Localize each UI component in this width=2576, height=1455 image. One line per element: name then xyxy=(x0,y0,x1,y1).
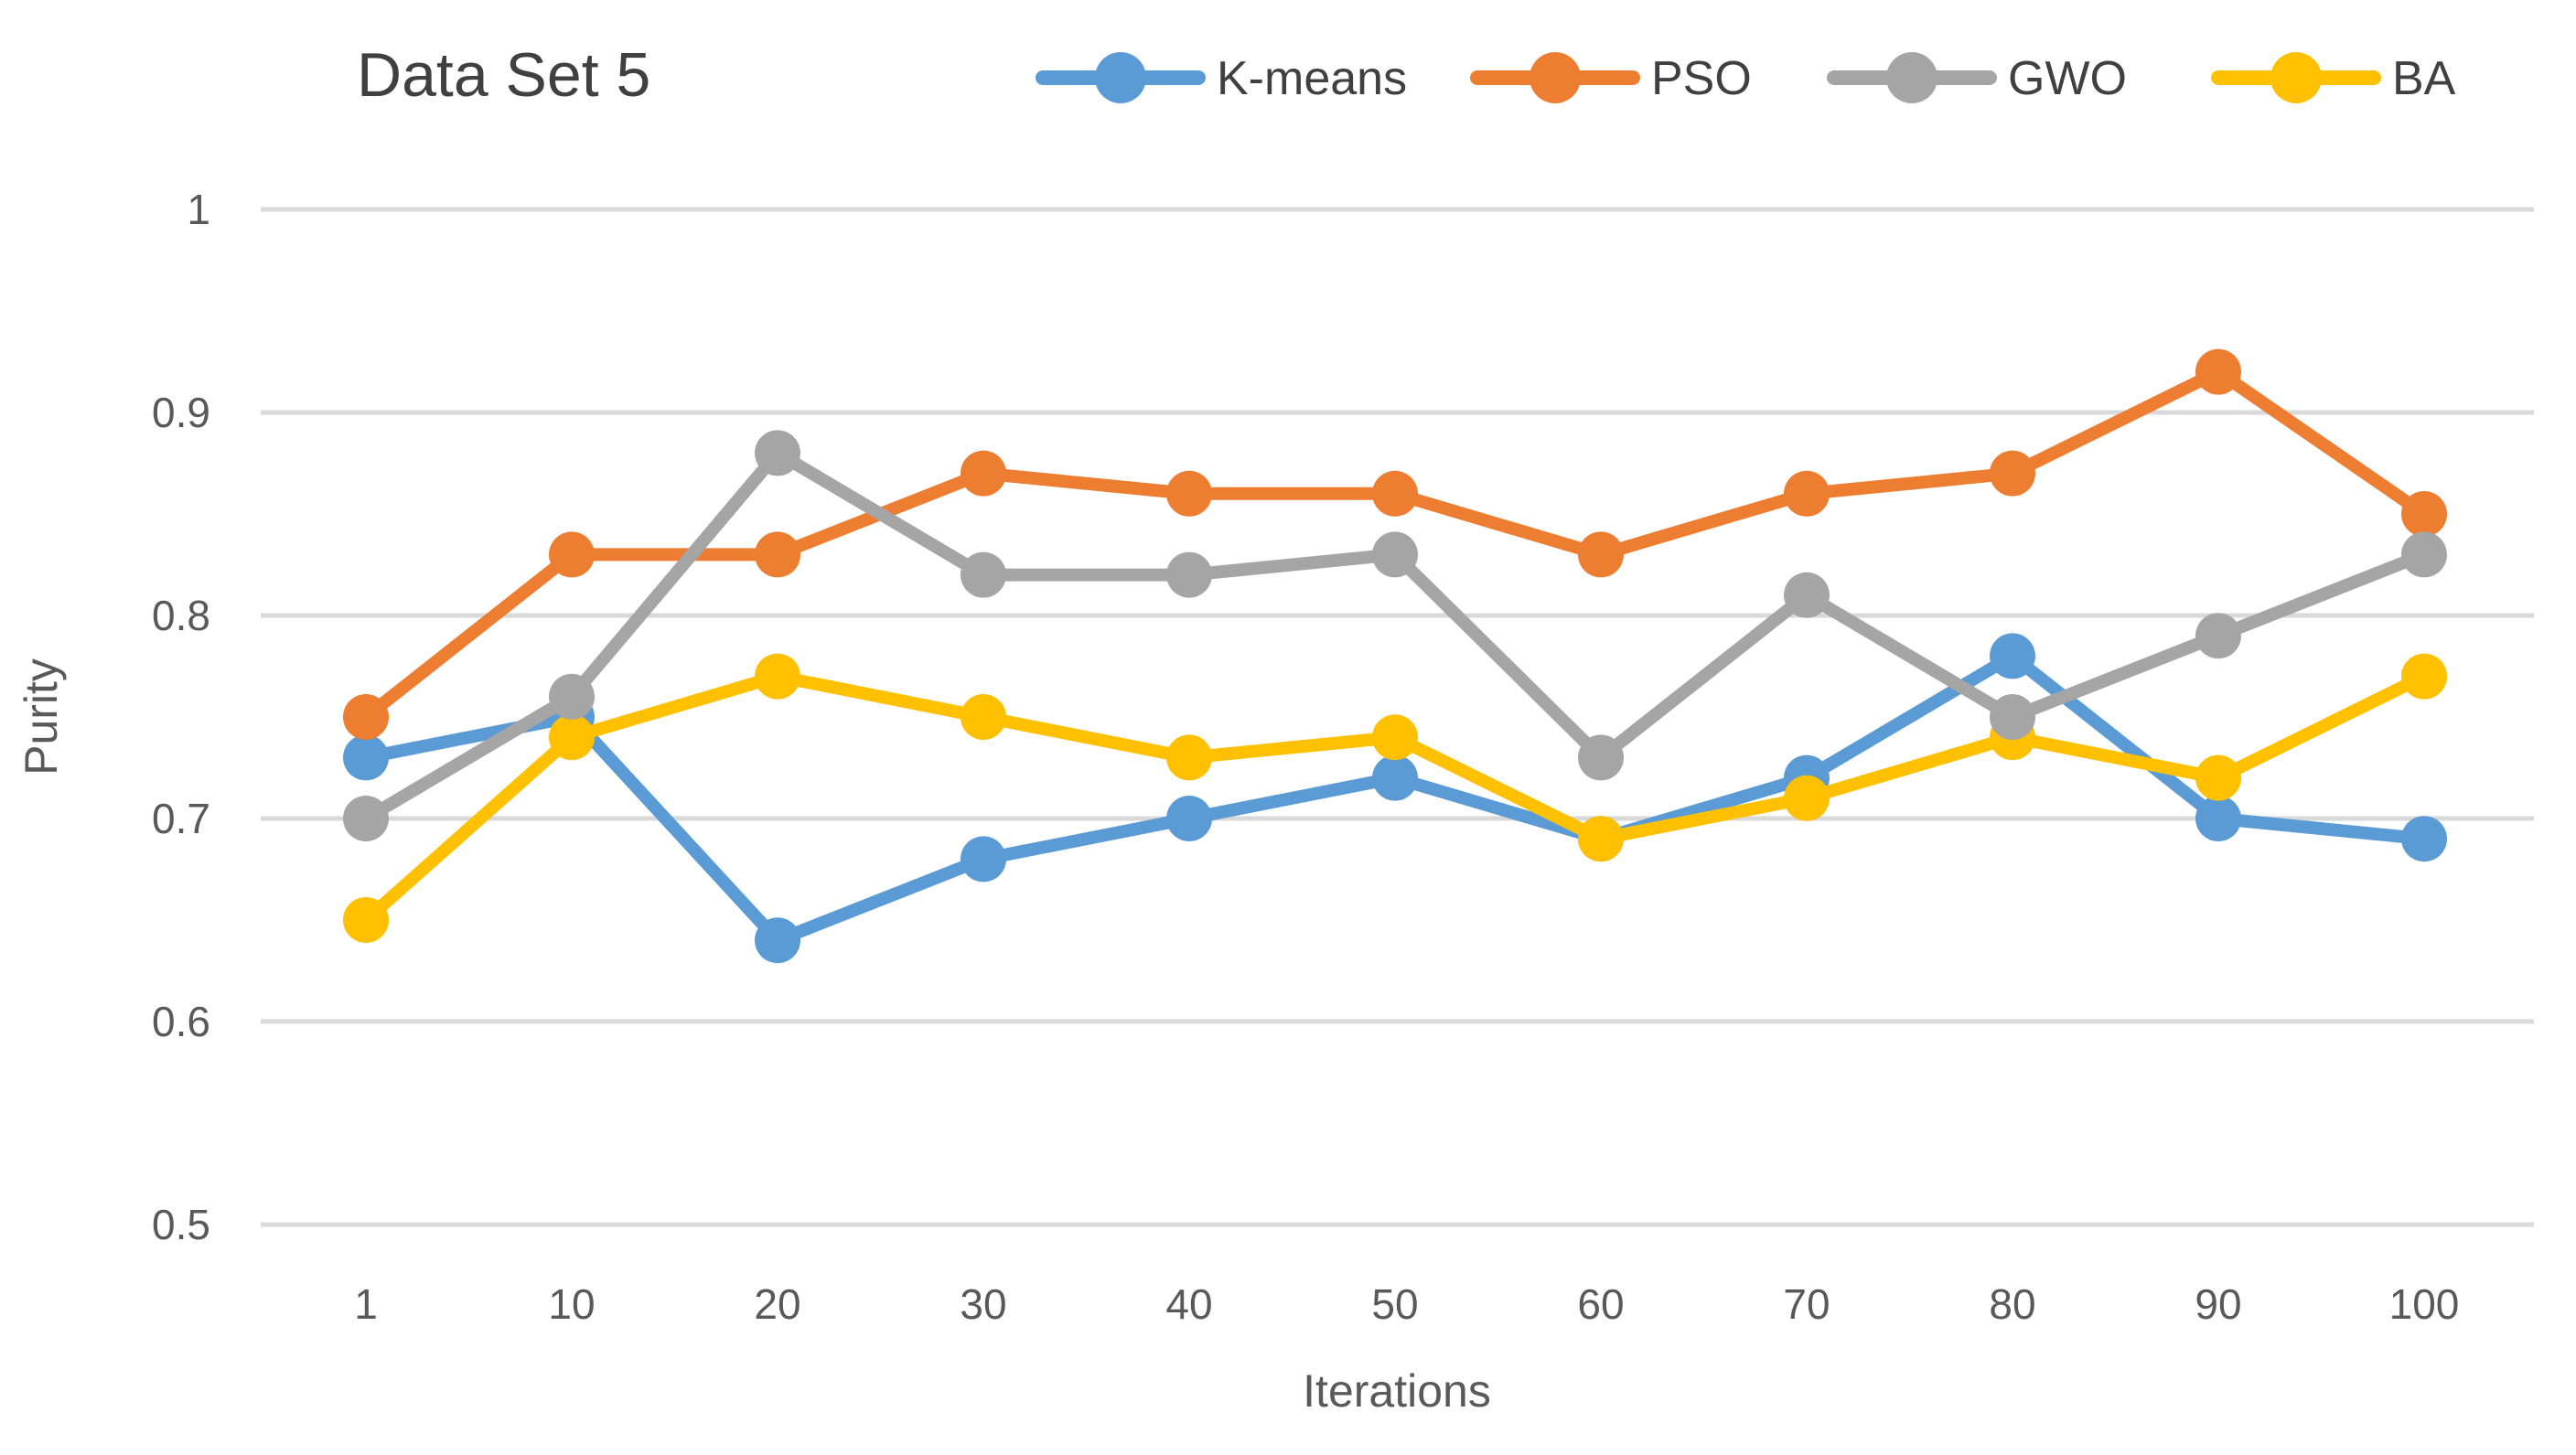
data-point-ba-60 xyxy=(1578,816,1624,862)
y-tick-label: 1 xyxy=(187,186,210,233)
data-point-k-means-20 xyxy=(755,917,800,964)
data-point-ba-30 xyxy=(961,694,1006,740)
legend-item-ba: BA xyxy=(2211,52,2456,105)
data-point-ba-50 xyxy=(1372,714,1418,761)
data-point-k-means-1 xyxy=(343,734,389,781)
x-tick-label: 30 xyxy=(960,1280,1006,1328)
data-point-pso-50 xyxy=(1372,470,1418,517)
data-point-gwo-1 xyxy=(343,796,389,841)
data-point-ba-1 xyxy=(343,897,389,943)
data-point-gwo-50 xyxy=(1372,531,1418,578)
data-point-ba-70 xyxy=(1784,775,1830,821)
data-point-pso-40 xyxy=(1166,470,1212,517)
data-point-gwo-60 xyxy=(1578,734,1624,781)
series-pso xyxy=(343,348,2447,740)
data-point-k-means-80 xyxy=(1990,633,2035,679)
legend-item-pso: PSO xyxy=(1470,52,1752,105)
chart-title: Data Set 5 xyxy=(357,40,650,110)
data-point-pso-1 xyxy=(343,694,389,740)
x-tick-label: 40 xyxy=(1165,1280,1212,1328)
data-point-ba-10 xyxy=(549,714,595,761)
data-point-gwo-70 xyxy=(1784,572,1830,618)
data-point-k-means-50 xyxy=(1372,754,1418,801)
data-point-gwo-10 xyxy=(549,673,595,720)
data-point-ba-100 xyxy=(2401,653,2447,700)
data-point-k-means-40 xyxy=(1166,796,1212,841)
x-tick-label: 70 xyxy=(1783,1280,1830,1328)
series-k-means xyxy=(343,633,2447,964)
data-point-k-means-90 xyxy=(2195,796,2241,841)
x-tick-label: 1 xyxy=(354,1280,378,1328)
legend-marker-icon xyxy=(1095,52,1146,103)
legend-label: PSO xyxy=(1651,52,1752,105)
legend-marker-icon xyxy=(1886,52,1937,103)
data-point-pso-100 xyxy=(2401,491,2447,537)
legend-marker-icon xyxy=(2270,52,2322,103)
data-point-gwo-30 xyxy=(961,551,1006,598)
data-point-pso-70 xyxy=(1784,470,1830,517)
data-point-gwo-40 xyxy=(1166,551,1212,598)
data-point-gwo-20 xyxy=(755,430,800,476)
y-axis-title: Purity xyxy=(16,658,67,776)
y-tick-label: 0.9 xyxy=(152,389,210,436)
data-point-k-means-100 xyxy=(2401,816,2447,862)
x-tick-label: 20 xyxy=(754,1280,800,1328)
x-axis-tick-labels: 1 10 20 30 40 50 60 70 80 90 100 xyxy=(354,1280,2459,1328)
legend-label: K-means xyxy=(1217,52,1407,105)
series-gwo xyxy=(343,430,2447,841)
x-tick-label: 90 xyxy=(2195,1280,2241,1328)
data-point-pso-60 xyxy=(1578,531,1624,578)
y-tick-label: 0.7 xyxy=(152,795,210,842)
data-point-ba-20 xyxy=(755,653,800,700)
data-point-ba-90 xyxy=(2195,754,2241,801)
data-point-k-means-30 xyxy=(961,836,1006,883)
data-point-pso-10 xyxy=(549,531,595,578)
legend-marker-icon xyxy=(1530,52,1581,103)
legend: K-means PSO GWO BA xyxy=(1036,52,2456,105)
y-tick-label: 0.6 xyxy=(152,998,210,1045)
x-tick-label: 60 xyxy=(1577,1280,1624,1328)
x-axis-title: Iterations xyxy=(1303,1365,1491,1417)
legend-label: BA xyxy=(2392,52,2456,105)
data-point-pso-80 xyxy=(1990,450,2035,497)
series-lines xyxy=(343,348,2447,964)
y-tick-label: 0.8 xyxy=(152,592,210,639)
x-tick-label: 80 xyxy=(1989,1280,2035,1328)
data-point-pso-20 xyxy=(755,531,800,578)
x-tick-label: 100 xyxy=(2389,1280,2460,1328)
legend-item-k-means: K-means xyxy=(1036,52,1407,105)
data-point-gwo-90 xyxy=(2195,613,2241,659)
y-axis-tick-labels: 1 0.9 0.8 0.7 0.6 0.5 xyxy=(152,186,210,1248)
data-point-ba-40 xyxy=(1166,734,1212,781)
data-point-pso-90 xyxy=(2195,348,2241,395)
legend-label: GWO xyxy=(2008,52,2127,105)
y-tick-label: 0.5 xyxy=(152,1201,210,1248)
x-tick-label: 10 xyxy=(548,1280,595,1328)
legend-item-gwo: GWO xyxy=(1827,52,2127,105)
x-tick-label: 50 xyxy=(1371,1280,1418,1328)
data-point-gwo-100 xyxy=(2401,531,2447,578)
data-point-pso-30 xyxy=(961,450,1006,497)
data-point-gwo-80 xyxy=(1990,694,2035,740)
